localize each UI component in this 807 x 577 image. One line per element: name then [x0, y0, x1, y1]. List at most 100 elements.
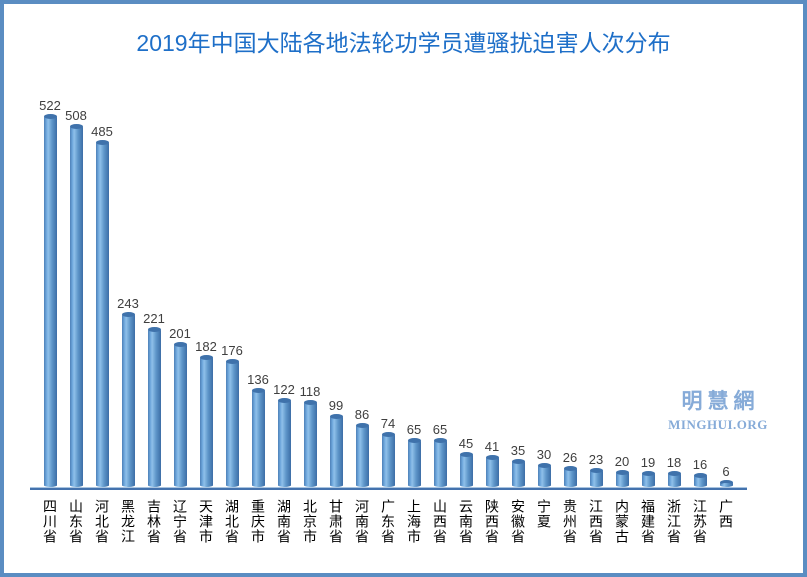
bar-group: 86 — [349, 407, 375, 487]
bar — [459, 452, 473, 487]
category-label: 湖北省 — [224, 499, 240, 544]
bar — [199, 355, 213, 487]
bar — [173, 341, 187, 487]
bar-value-label: 19 — [640, 454, 656, 470]
category-label: 河南省 — [354, 499, 370, 544]
category-label: 四川省 — [42, 499, 58, 544]
bar-value-label: 65 — [406, 421, 422, 437]
bar — [329, 413, 343, 488]
category-label-cell: 甘肃省 — [323, 499, 349, 544]
bar-group: 508 — [63, 108, 89, 488]
bar — [95, 140, 109, 487]
bar-value-label: 20 — [614, 453, 630, 469]
bar-value-label: 65 — [432, 421, 448, 437]
bar — [641, 470, 655, 487]
bar-group: 522 — [37, 98, 63, 487]
bar — [69, 123, 83, 488]
bar-value-label: 122 — [273, 381, 295, 397]
bar — [147, 327, 161, 487]
bar — [121, 311, 135, 488]
category-label: 甘肃省 — [328, 499, 344, 544]
category-label: 重庆市 — [250, 499, 266, 544]
bar-group: 18 — [661, 455, 687, 487]
bar — [719, 479, 733, 488]
minghui-watermark: 明慧網 MINGHUI.ORG — [666, 385, 770, 433]
bar-value-label: 176 — [221, 343, 243, 359]
category-label-cell: 江西省 — [583, 499, 609, 544]
bar-group: 99 — [323, 397, 349, 488]
category-label: 江西省 — [588, 499, 604, 544]
bar-group: 41 — [479, 438, 505, 488]
bar — [511, 459, 525, 487]
bar — [277, 397, 291, 487]
bar-value-label: 201 — [169, 325, 191, 341]
bar-group: 19 — [635, 455, 661, 487]
bar-value-label: 221 — [143, 311, 165, 327]
bar — [615, 469, 629, 488]
category-label-cell: 四川省 — [37, 499, 63, 544]
category-label-cell: 北京市 — [297, 499, 323, 544]
category-label-cell: 广西 — [713, 499, 739, 544]
category-label: 贵州省 — [562, 499, 578, 544]
category-label: 广西 — [718, 499, 734, 529]
bar-group: 243 — [115, 295, 141, 488]
x-axis-line — [30, 487, 747, 490]
minghui-site-text: MINGHUI.ORG — [668, 417, 768, 432]
category-label-cell: 山西省 — [427, 499, 453, 544]
category-label-cell: 广东省 — [375, 499, 401, 544]
bar-group: 16 — [687, 457, 713, 488]
bar-group: 221 — [141, 311, 167, 487]
bar-value-label: 41 — [484, 438, 500, 454]
bars-container: 522 508 485 243 221 201 182 176 136 122 118 99 86 74 6… — [37, 98, 739, 488]
bar — [693, 472, 707, 488]
category-label-cell: 辽宁省 — [167, 499, 193, 544]
bar-value-label: 136 — [247, 371, 269, 387]
category-label: 广东省 — [380, 499, 396, 544]
category-label-cell: 吉林省 — [141, 499, 167, 544]
category-label-cell: 陕西省 — [479, 499, 505, 544]
category-label: 河北省 — [94, 499, 110, 544]
bar — [589, 467, 603, 488]
category-label-cell: 河南省 — [349, 499, 375, 544]
chart-title: 2019年中国大陆各地法轮功学员遭骚扰迫害人次分布 — [136, 30, 671, 56]
bar-value-label: 26 — [562, 449, 578, 465]
bar-group: 176 — [219, 343, 245, 487]
minghui-logo-text: 明慧網 — [681, 390, 760, 413]
category-label-cell: 浙江省 — [661, 499, 687, 544]
bar — [43, 114, 57, 487]
bar-group: 20 — [609, 453, 635, 488]
bar-value-label: 45 — [458, 436, 474, 452]
category-label-cell: 湖南省 — [271, 499, 297, 544]
bar — [485, 454, 499, 488]
category-label-cell: 江苏省 — [687, 499, 713, 544]
category-label: 福建省 — [640, 499, 656, 544]
bar-value-label: 86 — [354, 407, 370, 422]
bar-value-label: 99 — [328, 397, 344, 413]
category-label: 江苏省 — [692, 499, 708, 544]
bar — [303, 400, 317, 487]
category-label: 陕西省 — [484, 499, 500, 544]
bar — [381, 431, 395, 487]
bar — [251, 387, 265, 488]
category-label: 内蒙古 — [614, 499, 630, 544]
bar-group: 485 — [89, 124, 115, 487]
category-label: 北京市 — [302, 499, 318, 544]
bar-group: 201 — [167, 326, 193, 487]
category-label-cell: 上海市 — [401, 499, 427, 544]
category-label-cell: 山东省 — [63, 499, 89, 544]
category-label: 湖南省 — [276, 499, 292, 544]
bar-group: 118 — [297, 384, 323, 487]
bar-value-label: 74 — [380, 415, 396, 431]
bar-group: 45 — [453, 436, 479, 487]
category-label: 云南省 — [458, 499, 474, 544]
bar-value-label: 6 — [722, 463, 730, 479]
bar — [433, 437, 447, 488]
bar-value-label: 243 — [117, 295, 139, 311]
bar — [537, 462, 551, 488]
bar-value-label: 522 — [39, 98, 61, 113]
category-label: 黑龙江 — [120, 499, 136, 544]
bar — [667, 471, 681, 487]
bar-group: 74 — [375, 416, 401, 487]
bar-group: 6 — [713, 463, 739, 488]
bar-group: 30 — [531, 447, 557, 488]
